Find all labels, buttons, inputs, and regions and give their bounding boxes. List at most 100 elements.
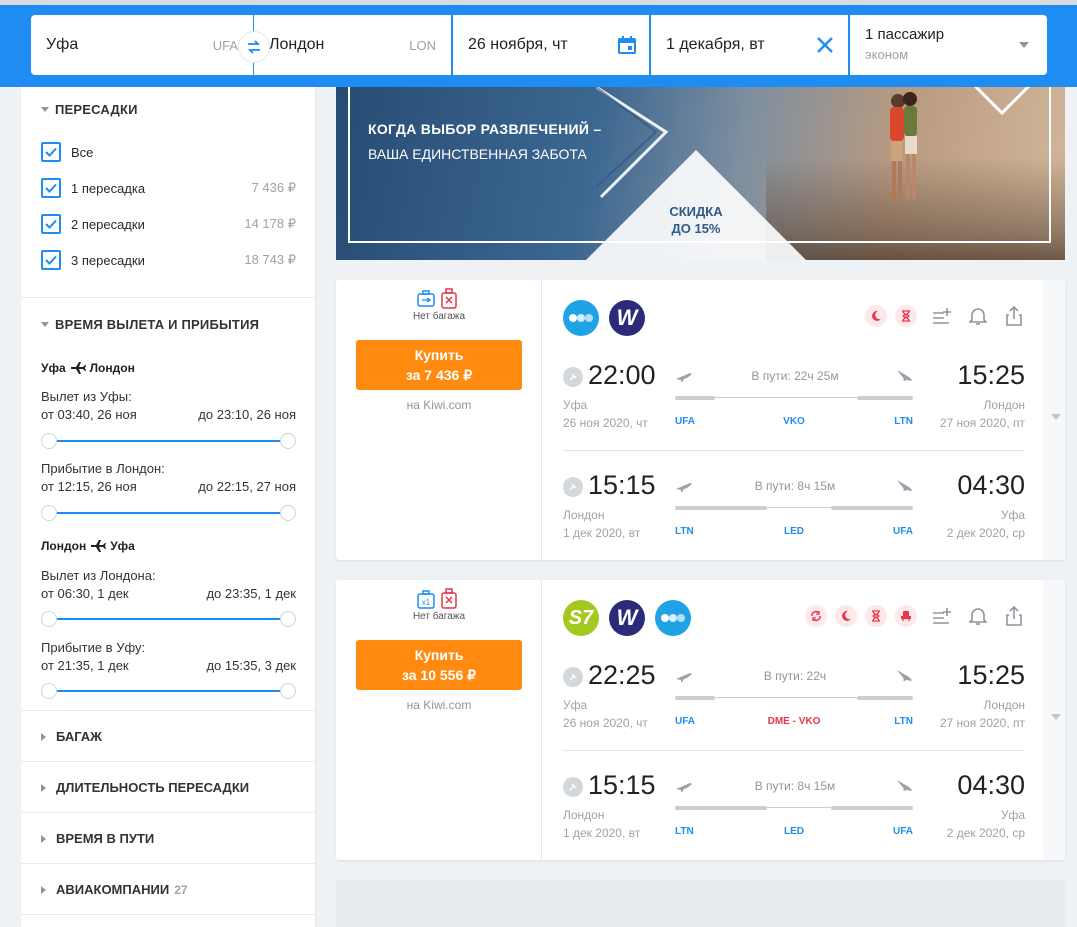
pin-icon[interactable] [563,667,583,687]
slider-handle-min[interactable] [41,611,57,627]
transfers-section-header[interactable]: ПЕРЕСАДКИ [41,102,138,117]
transfer-filter-2[interactable]: 2 пересадки 14 178 ₽ [41,213,296,235]
slider-handle-min[interactable] [41,433,57,449]
origin-field[interactable]: Уфа UFA [31,15,253,75]
baggage-title: БАГАЖ [56,729,102,744]
seller-link[interactable]: на Kiwi.com [406,698,472,712]
ticket-price: за 10 556 ₽ [401,667,477,683]
route-return-title: Лондон Уфа [41,539,135,553]
checkbox-icon[interactable] [41,142,61,162]
expand-bar[interactable] [1043,280,1065,560]
departure-time: 15:15 [588,470,656,500]
airlines-filter-header[interactable]: АВИАКОМПАНИИ 27 [41,882,188,897]
transfer-label: 2 пересадки [71,216,145,232]
return-date-field[interactable]: 1 декабря, вт [651,15,848,75]
return-departure-slider[interactable] [41,611,296,627]
expand-bar[interactable] [1043,580,1065,860]
departure-date-field[interactable]: 26 ноября, чт [453,15,649,75]
range-max: до 22:15, 27 ноя [198,479,296,494]
baggage-filter-header[interactable]: БАГАЖ [41,729,102,744]
slider-handle-max[interactable] [280,505,296,521]
slider-handle-max[interactable] [280,683,296,699]
departure-time-slider[interactable] [41,433,296,449]
destination-field[interactable]: Лондон LON [254,15,451,75]
buy-button[interactable]: Купить за 10 556 ₽ [356,640,522,690]
arrival-city: Лондон [983,698,1025,712]
airport-code: UFA [675,716,695,727]
transfer-filter-all[interactable]: Все [41,141,296,163]
next-ticket-placeholder [336,880,1065,927]
add-to-list-icon[interactable] [931,605,953,627]
route-line [675,806,913,810]
departure-date-value: 26 ноября, чт [468,36,568,53]
checkbox-icon[interactable] [41,250,61,270]
pin-icon[interactable] [563,477,583,497]
slider-track [49,690,288,692]
seller-link[interactable]: на Kiwi.com [406,398,472,412]
transfer-filter-3[interactable]: 3 пересадки 18 743 ₽ [41,249,296,271]
bell-icon[interactable] [967,305,989,327]
bell-icon[interactable] [967,605,989,627]
travel-time-filter-header[interactable]: ВРЕМЯ В ПУТИ [41,831,154,846]
ticket-card[interactable]: x1 Нет багажа Купить за 10 556 ₽ на Kiwi… [336,580,1065,860]
slider-handle-max[interactable] [280,611,296,627]
checkbox-icon[interactable] [41,214,61,234]
transfer-filter-1[interactable]: 1 пересадка 7 436 ₽ [41,177,296,199]
swap-button[interactable] [239,32,269,62]
calendar-icon[interactable] [617,35,637,55]
ticket-price-column: x1 Нет багажа Купить за 10 556 ₽ на Kiwi… [336,580,542,860]
segment-divider [563,750,1025,751]
airline-logo-wizz: W [609,600,645,636]
chevron-right-icon [41,834,46,843]
slider-handle-min[interactable] [41,505,57,521]
baggage-icons [416,288,458,310]
departure-range-label: Вылет из Лондона: [41,568,156,583]
transfer-duration-filter-header[interactable]: ДЛИТЕЛЬНОСТЬ ПЕРЕСАДКИ [41,780,249,795]
chevron-down-icon [1019,42,1029,48]
slider-track [49,618,288,620]
landing-icon [897,370,912,381]
baggage-label: Нет багажа [412,311,466,322]
share-icon[interactable] [1003,305,1025,327]
times-section-header[interactable]: ВРЕМЯ ВЫЛЕТА И ПРИБЫТИЯ [41,317,259,332]
route-from: Лондон [41,539,87,553]
close-icon[interactable] [814,34,836,56]
arrival-city: Уфа [1000,808,1025,822]
slider-handle-min[interactable] [41,683,57,699]
ticket-card[interactable]: Нет багажа Купить за 7 436 ₽ на Kiwi.com… [336,280,1065,560]
departure-time: 22:00 [588,360,656,390]
plane-icon [70,362,86,374]
add-to-list-icon[interactable] [931,305,953,327]
departure-time: 22:25 [588,660,656,690]
baggage-label: Нет багажа [412,611,466,622]
pin-icon[interactable] [563,367,583,387]
flight-duration: В пути: 8ч 15м [754,779,836,793]
divider [21,914,316,915]
buy-button[interactable]: Купить за 7 436 ₽ [356,340,522,390]
share-icon[interactable] [1003,605,1025,627]
arrival-time-slider[interactable] [41,505,296,521]
departure-city: Уфа [563,398,588,412]
route-line [675,396,913,400]
swap-icon [247,40,261,54]
return-arrival-slider[interactable] [41,683,296,699]
arrival-date: 27 ноя 2020, пт [939,416,1025,430]
route-line [675,506,913,510]
passengers-field[interactable]: 1 пассажир эконом [850,15,1047,75]
top-border [0,0,1077,5]
route-outbound-title: Уфа Лондон [41,361,135,375]
departure-date: 1 дек 2020, вт [563,526,641,540]
promo-banner[interactable]: КОГДА ВЫБОР РАЗВЛЕЧЕНИЙ – ВАША ЕДИНСТВЕН… [336,87,1065,260]
origin-value: Уфа [46,36,79,53]
arrival-range-values: от 12:15, 26 ноя до 22:15, 27 ноя [41,479,296,494]
airline-logo-dots [655,600,691,636]
ticket-flights: W 22:00 Уфа 26 ноя 2020, чт В пути: 22ч … [543,280,1065,560]
transfer-price: 7 436 ₽ [251,180,296,195]
checkbox-icon[interactable] [41,178,61,198]
pin-icon[interactable] [563,777,583,797]
long-layover-icon [865,605,887,627]
range-min: от 12:15, 26 ноя [41,479,137,494]
slider-handle-max[interactable] [280,433,296,449]
airport-code: UFA [893,526,913,537]
inbound-segment: 15:15 Лондон 1 дек 2020, вт В пути: 8ч 1… [563,770,1025,860]
